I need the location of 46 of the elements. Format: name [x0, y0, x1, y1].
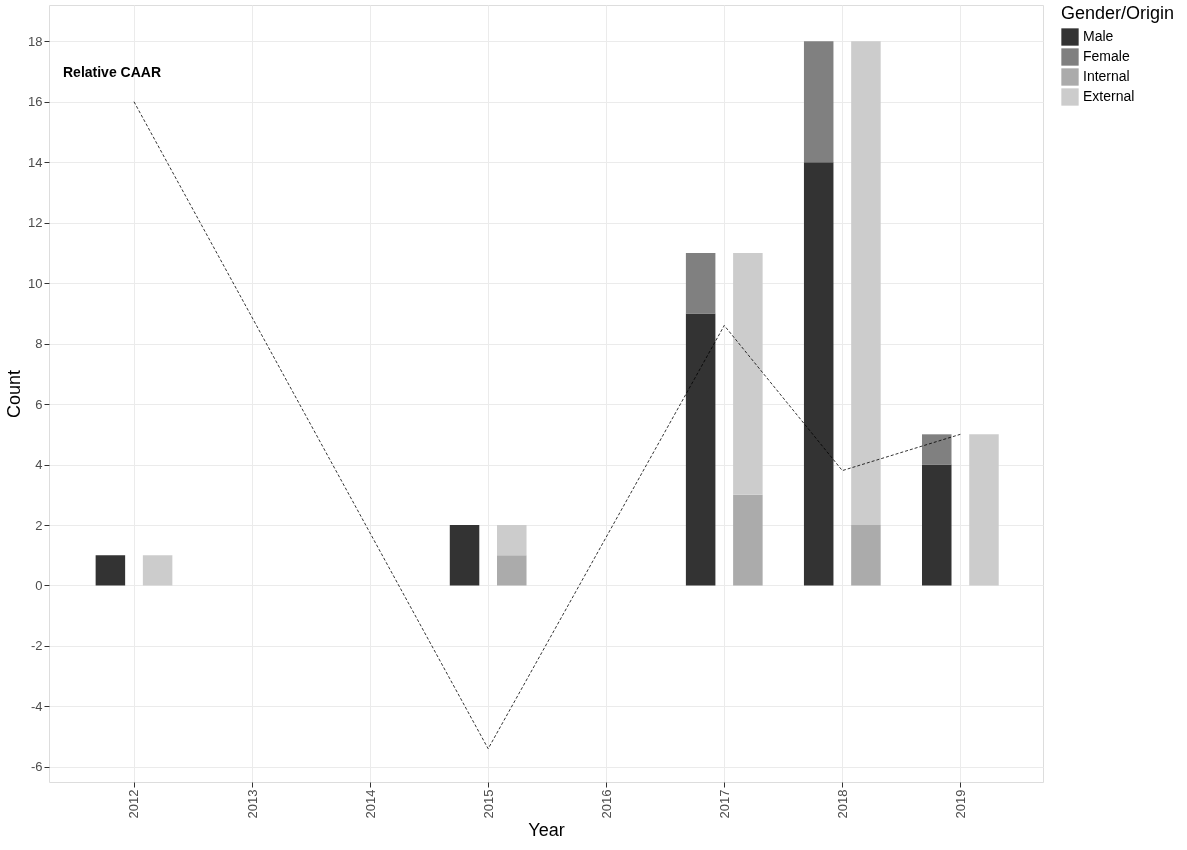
bar [449, 525, 480, 586]
y-tick-label: 4 [35, 457, 43, 473]
y-tick-label: 0 [35, 577, 43, 593]
annotation: Relative CAAR [63, 64, 162, 80]
bar [733, 252, 763, 495]
bar [497, 525, 527, 556]
y-tick-label: -2 [30, 638, 43, 654]
x-tick-label: 2012 [126, 789, 142, 819]
bar [95, 555, 126, 586]
bar [685, 252, 716, 314]
bar [851, 41, 881, 526]
x-tick-label: 2018 [834, 789, 850, 819]
y-tick-label: 10 [28, 275, 43, 291]
legend-title: Gender/Origin [1061, 3, 1175, 23]
bar [733, 494, 763, 586]
y-tick-label: 18 [28, 33, 43, 49]
bar [851, 525, 881, 586]
y-tick-label: 2 [35, 517, 43, 533]
x-axis-title: Year [528, 820, 565, 841]
bar [803, 162, 834, 586]
legend-label: Internal [1083, 68, 1130, 84]
legend-label: Female [1083, 48, 1130, 64]
bar [922, 464, 952, 586]
legend-label: External [1083, 88, 1135, 104]
y-tick-label: -6 [30, 759, 43, 775]
x-tick-label: 2016 [598, 789, 614, 819]
legend-label: Male [1083, 28, 1114, 44]
y-tick-label: 14 [28, 154, 43, 170]
bar [497, 555, 527, 586]
x-tick-label: 2013 [244, 789, 260, 819]
bar [803, 41, 834, 163]
x-tick-label: 2017 [716, 789, 732, 819]
y-tick-label: 8 [35, 336, 43, 352]
x-tick-label: 2015 [480, 789, 496, 819]
bar [685, 313, 716, 586]
bar [142, 555, 173, 586]
y-tick-label: 12 [28, 215, 43, 231]
x-tick-label: 2014 [362, 789, 378, 819]
x-tick-label: 2019 [952, 789, 968, 819]
bar [969, 434, 999, 586]
bar [922, 434, 952, 465]
line-series [133, 101, 961, 750]
y-tick-label: 16 [28, 94, 43, 110]
y-tick-label: -4 [30, 698, 43, 714]
y-axis-title: Count [4, 369, 25, 419]
y-tick-label: 6 [35, 396, 43, 412]
